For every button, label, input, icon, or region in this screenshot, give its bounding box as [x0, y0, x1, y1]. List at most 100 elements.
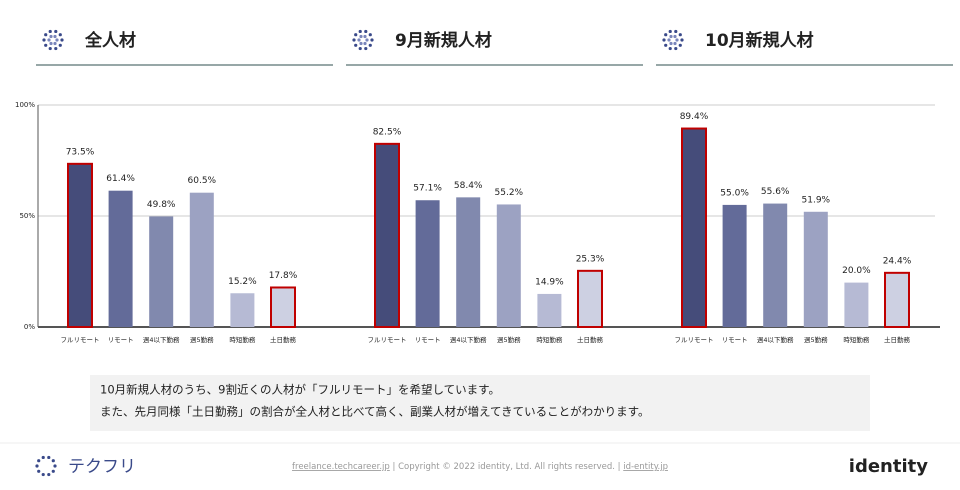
logo-dot: [368, 33, 372, 37]
x-tick-label: 週5勤務: [190, 335, 214, 344]
logo-left: テクフリ: [68, 457, 136, 477]
bar: [108, 190, 133, 327]
comment-line: また、先月同様「土日勤務」の割合が全人材と比べて高く、副業人材が増えてきているこ…: [100, 405, 649, 419]
logo-dot: [680, 38, 684, 42]
bar: [722, 204, 747, 327]
logo-dot: [41, 455, 45, 460]
logo-dot: [54, 46, 58, 51]
footer-link[interactable]: id-entity.jp: [623, 462, 668, 472]
value-label: 15.2%: [228, 277, 257, 287]
logo-dot: [41, 472, 45, 477]
value-label: 73.5%: [66, 147, 95, 157]
logo-dot: [47, 38, 51, 42]
logo-dot: [352, 38, 356, 42]
bar: [803, 211, 828, 327]
bar: [456, 197, 481, 327]
bar: [230, 293, 255, 327]
value-label: 58.4%: [454, 181, 483, 191]
logo-dot: [678, 33, 682, 37]
footer-link[interactable]: freelance.techcareer.jp: [292, 462, 390, 472]
logo-right: identity: [849, 456, 928, 477]
logo-dot: [358, 46, 362, 51]
logo-dot: [368, 43, 372, 47]
bar: [763, 203, 788, 327]
bar: [577, 269, 603, 329]
x-tick-label: 時短勤務: [229, 335, 256, 344]
panel-title: 9月新規人材: [395, 30, 492, 51]
logo-dot: [35, 464, 39, 468]
x-tick-label: 時短勤務: [843, 335, 870, 344]
logo-dot: [669, 41, 673, 46]
logo-dot: [359, 34, 363, 39]
logo-dot: [48, 29, 52, 34]
value-label: 82.5%: [373, 127, 402, 137]
x-tick-label: 土日勤務: [270, 335, 297, 344]
logo-dot: [364, 29, 368, 34]
bar: [270, 286, 296, 329]
x-tick-label: 週5勤務: [804, 335, 828, 344]
x-tick-label: 土日勤務: [577, 335, 604, 344]
y-tick-label: 50%: [19, 212, 35, 220]
logo-dot: [48, 46, 52, 51]
logo-dot: [668, 46, 672, 51]
logo-dot: [55, 38, 59, 42]
x-tick-label: 週5勤務: [497, 335, 521, 344]
x-tick-label: リモート: [722, 336, 748, 344]
y-tick-label: 100%: [15, 101, 35, 109]
logo-dot: [60, 38, 64, 42]
value-label: 51.9%: [802, 195, 831, 205]
logo-dot: [673, 41, 677, 46]
x-tick-label: 土日勤務: [884, 335, 911, 344]
logo-dot: [49, 34, 53, 39]
logo-dot: [669, 34, 673, 39]
footer-text: freelance.techcareer.jp | Copyright © 20…: [292, 462, 668, 472]
x-tick-label: 週4以下勤務: [143, 335, 180, 344]
copyright: Copyright © 2022 identity, Ltd. All righ…: [398, 462, 615, 472]
logo-dot: [674, 46, 678, 51]
logo-dot: [51, 469, 55, 473]
logo-dot: [674, 29, 678, 34]
value-label: 89.4%: [680, 112, 709, 122]
panel-title: 全人材: [84, 30, 136, 51]
logo-dot: [53, 464, 57, 468]
x-tick-label: 週4以下勤務: [757, 335, 794, 344]
logo-dot: [49, 41, 53, 46]
logo-dot: [363, 34, 367, 39]
logo-dot: [675, 38, 679, 42]
value-label: 17.8%: [269, 271, 298, 281]
logo-dot: [678, 43, 682, 47]
comment-line: 10月新規人材のうち、9割近くの人材が「フルリモート」を希望しています。: [100, 383, 500, 397]
logo-dot: [363, 41, 367, 46]
value-label: 55.0%: [720, 188, 749, 198]
bar: [884, 271, 910, 328]
logo-dot: [58, 33, 62, 37]
logo-dot: [54, 29, 58, 34]
logo-dot: [47, 455, 51, 460]
panel-title: 10月新規人材: [705, 30, 814, 51]
value-label: 14.9%: [535, 277, 564, 287]
bar: [537, 293, 562, 327]
x-tick-label: フルリモート: [61, 336, 100, 344]
logo-dot: [358, 29, 362, 34]
logo-dot: [53, 41, 57, 46]
value-label: 61.4%: [106, 174, 135, 184]
value-label: 25.3%: [576, 254, 605, 264]
logo-dot: [354, 43, 358, 47]
logo-dot: [37, 469, 41, 473]
value-label: 20.0%: [842, 266, 871, 276]
logo-dot: [673, 34, 677, 39]
x-tick-label: フルリモート: [675, 336, 714, 344]
bar: [149, 216, 174, 327]
logo-dot: [365, 38, 369, 42]
x-tick-label: 週4以下勤務: [450, 335, 487, 344]
logo-dot: [668, 29, 672, 34]
logo-dot: [364, 46, 368, 51]
logo-dot: [44, 43, 48, 47]
value-label: 60.5%: [188, 176, 217, 186]
logo-dot: [47, 472, 51, 477]
logo-dot: [667, 38, 671, 42]
value-label: 55.6%: [761, 187, 790, 197]
logo-dot: [370, 38, 374, 42]
comment-box: [90, 375, 870, 431]
